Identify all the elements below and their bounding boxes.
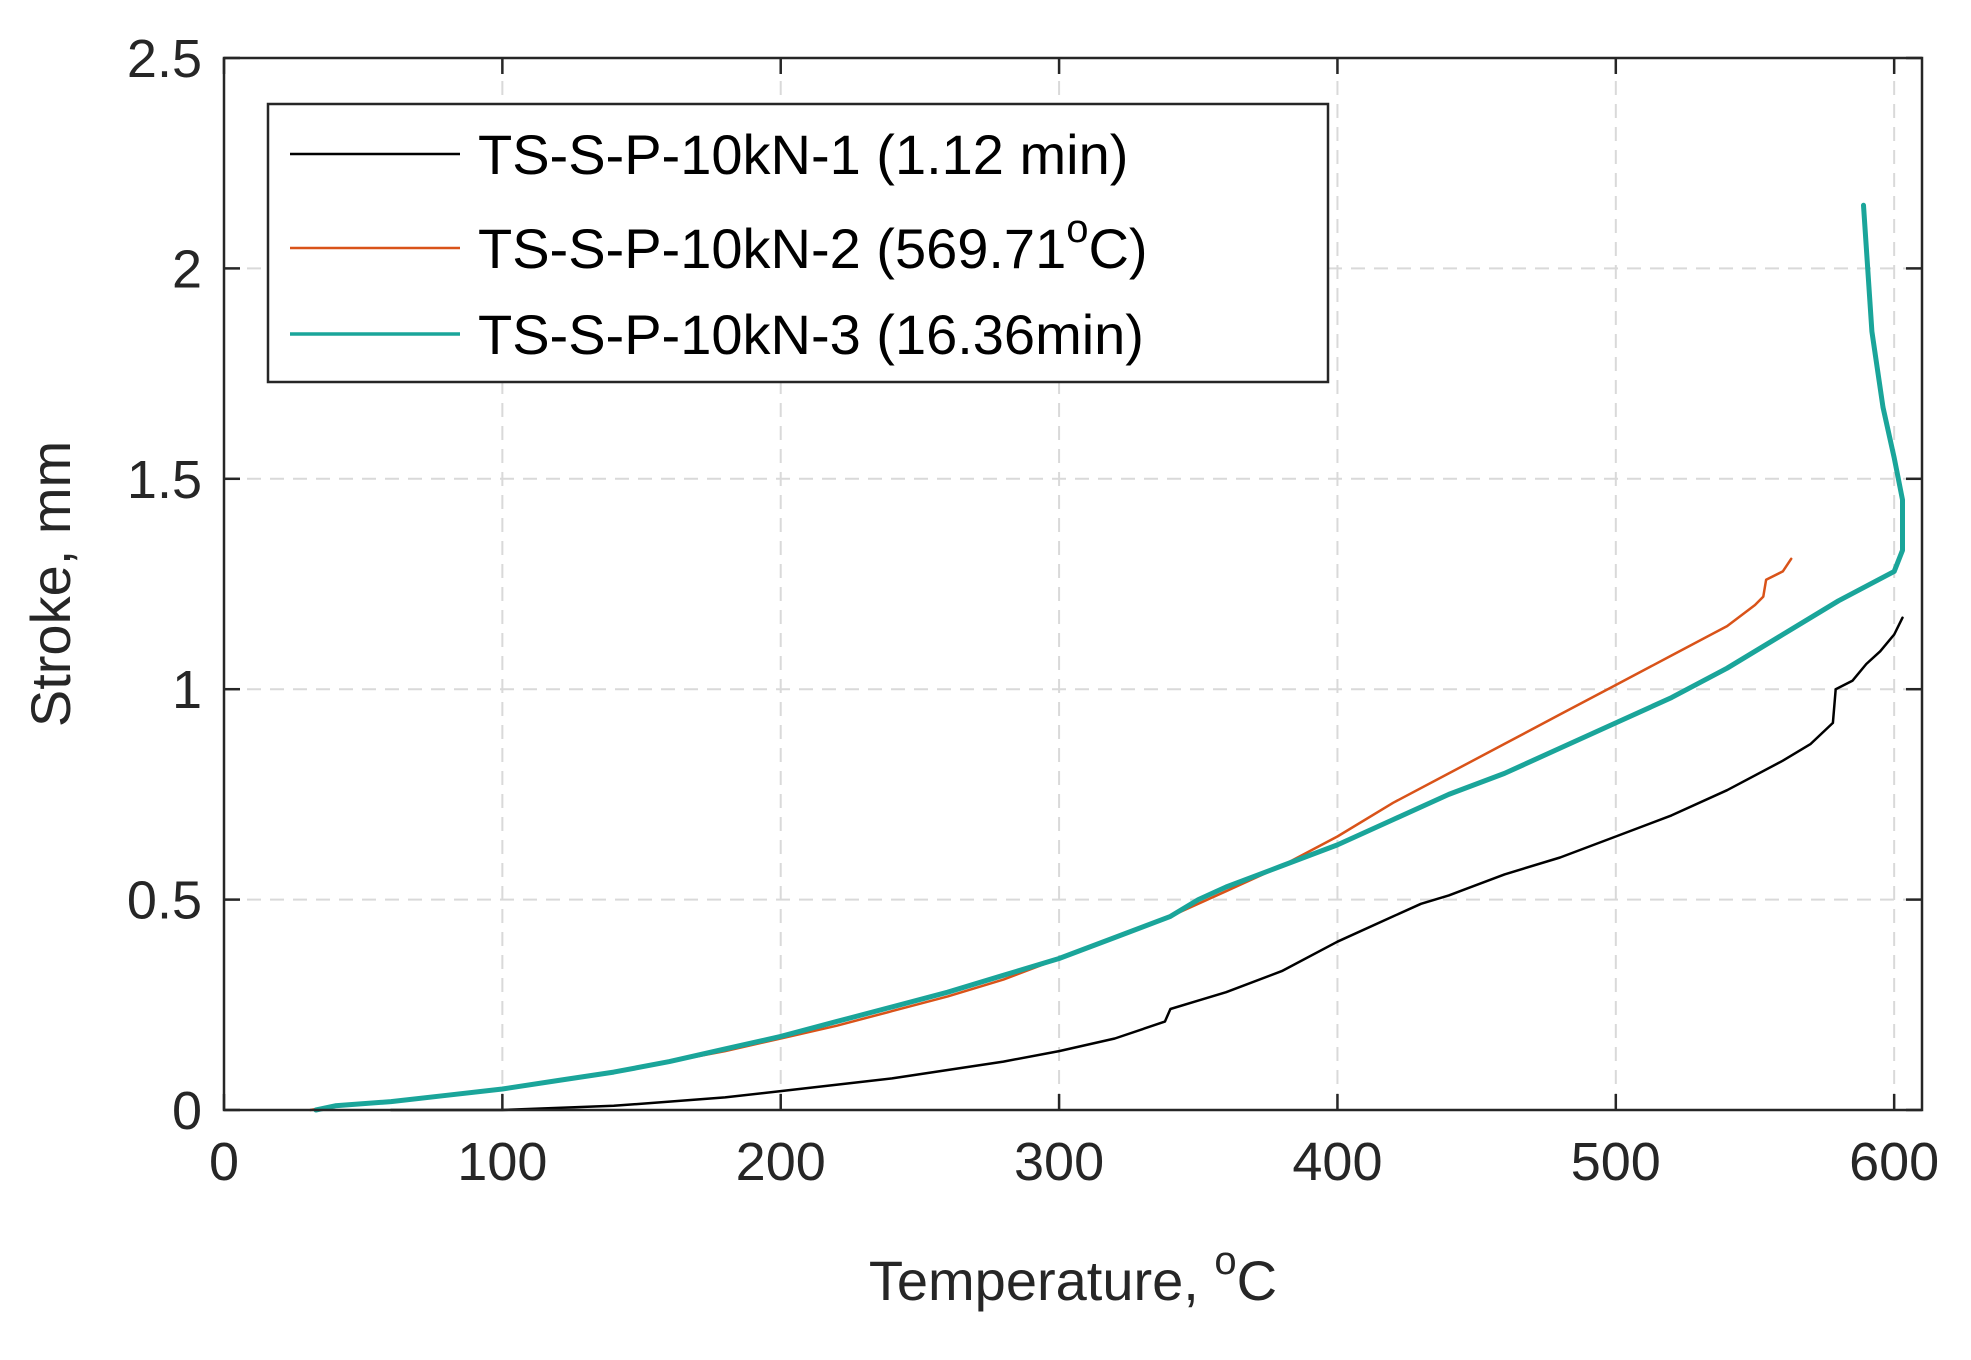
x-tick-label-300: 300 [1014, 1132, 1104, 1192]
x-axis-title-unit: C [1237, 1249, 1277, 1312]
legend: TS-S-P-10kN-1 (1.12 min) TS-S-P-10kN-2 (… [266, 102, 1330, 384]
series-line-1 [389, 616, 1904, 1112]
legend-label-series-2: TS-S-P-10kN-2 (569.71oC) [478, 207, 1148, 280]
legend-label-series-2-superscript: o [1066, 207, 1088, 251]
x-tick-label-600: 600 [1849, 1132, 1939, 1192]
series-line-3 [313, 202, 1905, 1113]
y-axis-title: Stroke, mm [19, 441, 82, 727]
y-tick-label-2: 2 [172, 239, 202, 299]
legend-label-series-1: TS-S-P-10kN-1 (1.12 min) [478, 123, 1128, 186]
x-axis-title: Temperature, oC [869, 1239, 1277, 1312]
axes-box [222, 56, 1924, 1112]
y-tick-label-1: 1 [172, 660, 202, 720]
series-group [309, 202, 1905, 1113]
y-tick-label-0.5: 0.5 [127, 871, 202, 931]
y-tick-labels: 0 0.5 1 1.5 2 2.5 [127, 29, 202, 1141]
x-tick-labels: 0 100 200 300 400 500 600 [209, 1132, 1939, 1192]
x-tick-label-200: 200 [736, 1132, 826, 1192]
y-tick-label-0: 0 [172, 1081, 202, 1141]
legend-label-series-3: TS-S-P-10kN-3 (16.36min) [478, 303, 1144, 366]
legend-label-series-2-suffix: C) [1088, 217, 1147, 280]
x-tick-label-400: 400 [1292, 1132, 1382, 1192]
y-tick-label-2.5: 2.5 [127, 29, 202, 89]
legend-label-series-2-main: TS-S-P-10kN-2 (569.71 [478, 217, 1066, 280]
x-axis-title-main: Temperature, [869, 1249, 1215, 1312]
x-axis-title-superscript: o [1214, 1239, 1236, 1283]
x-tick-label-500: 500 [1571, 1132, 1661, 1192]
tick-marks [222, 56, 1922, 1112]
x-tick-label-0: 0 [209, 1132, 239, 1192]
y-tick-label-1.5: 1.5 [127, 450, 202, 510]
x-tick-label-100: 100 [457, 1132, 547, 1192]
